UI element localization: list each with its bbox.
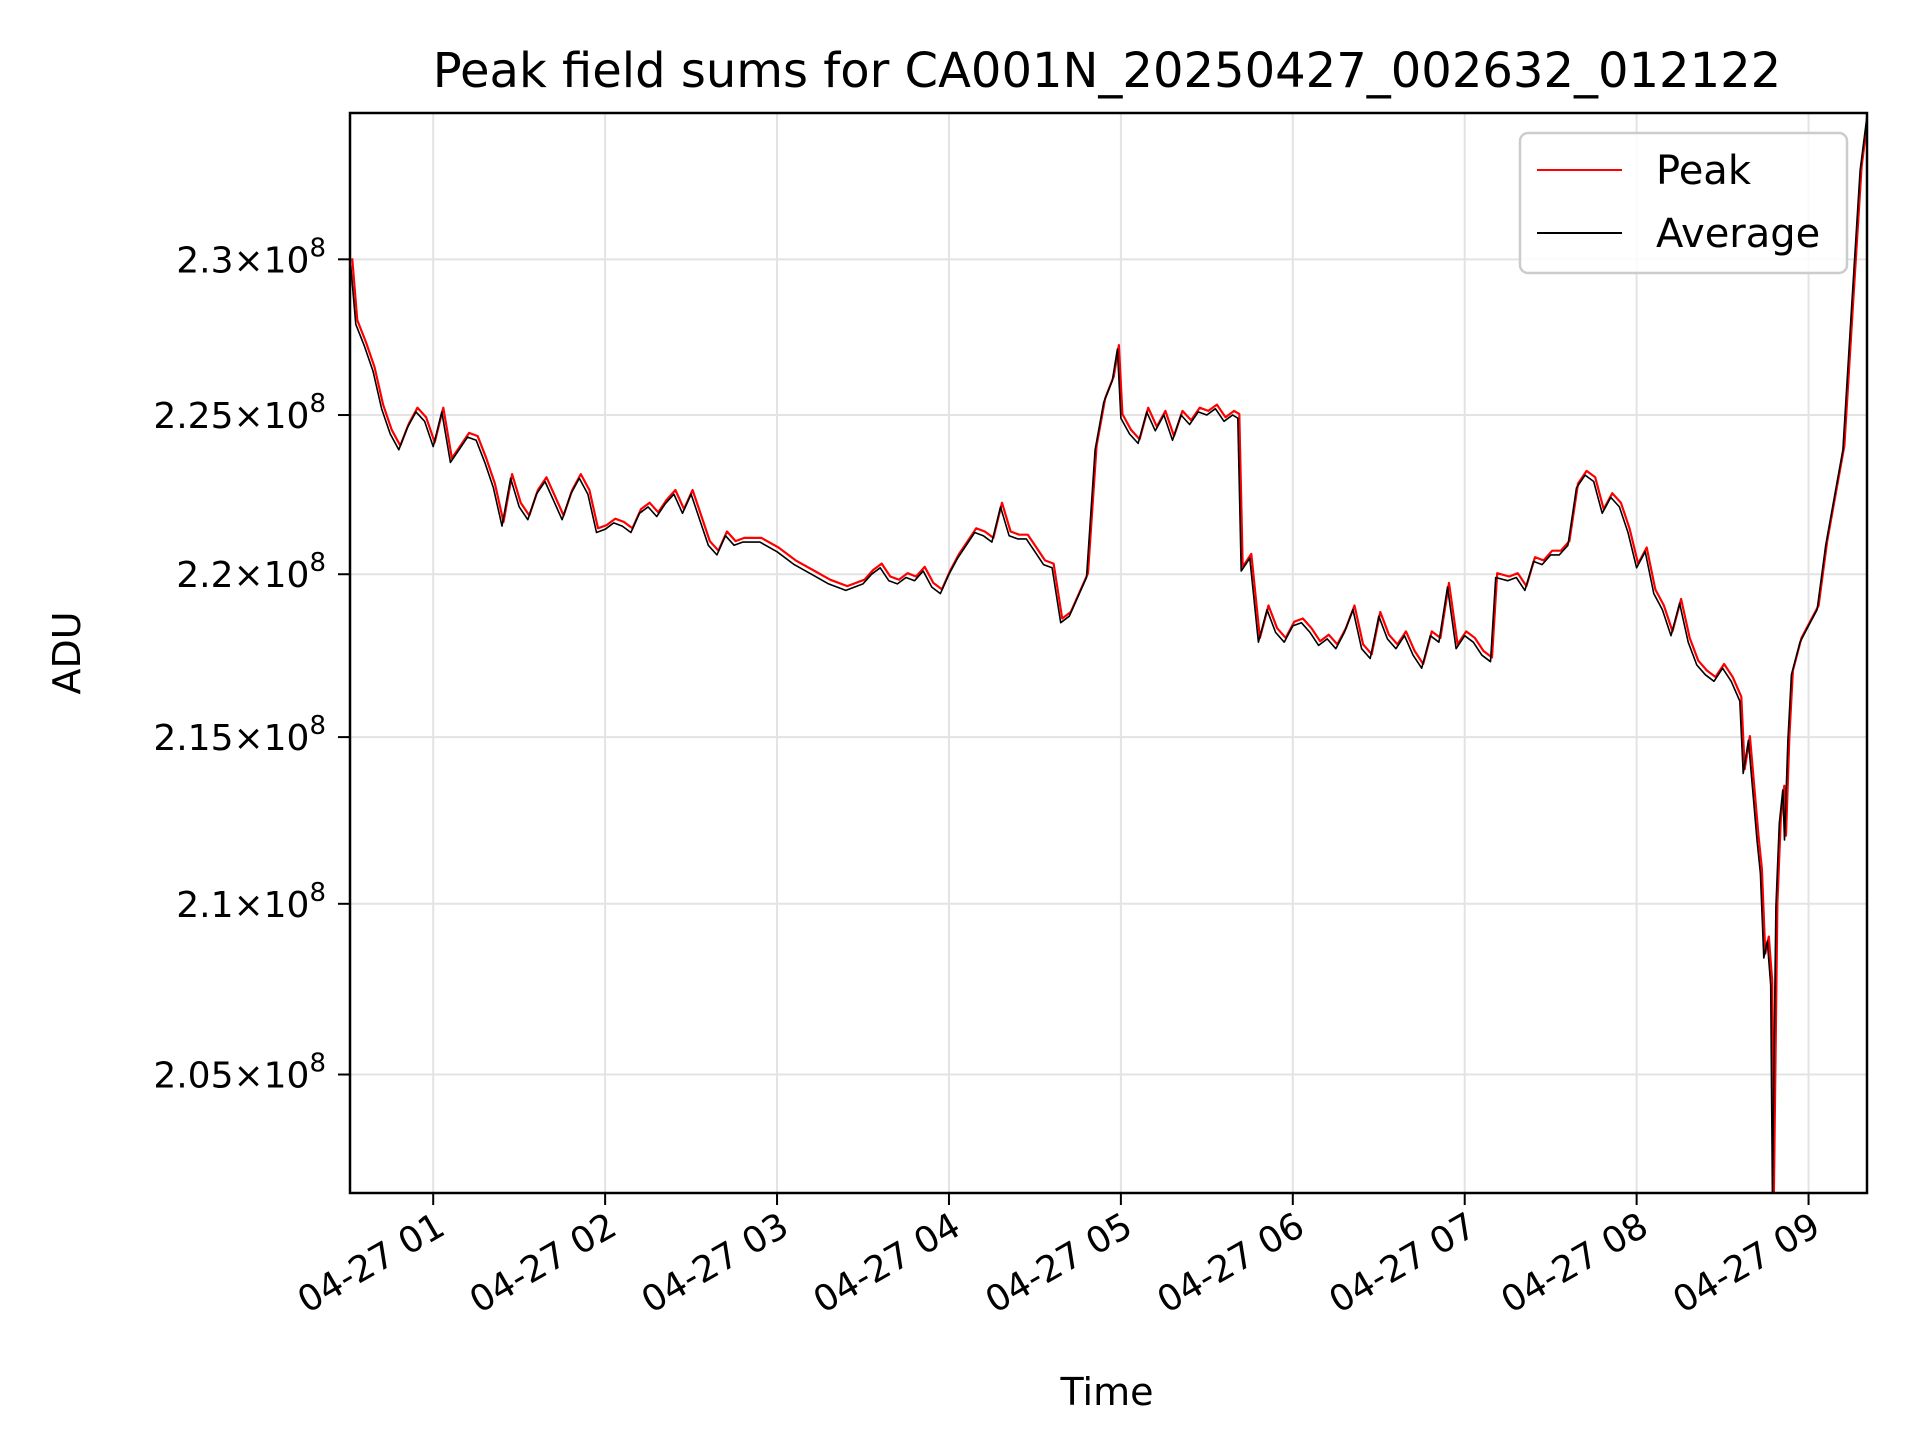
legend-box xyxy=(1518,131,1849,275)
y-tick-label: 2.1×108 xyxy=(176,878,326,926)
y-tick-label: 2.25×108 xyxy=(153,389,326,437)
plot-frame xyxy=(348,111,1869,1195)
series-layer xyxy=(350,115,1867,1193)
chart-title: Peak field sums for CA001N_20250427_0026… xyxy=(433,43,1781,99)
legend: Peak Average xyxy=(1518,131,1849,275)
x-grid xyxy=(432,113,1810,1193)
y-axis-label: ADU xyxy=(45,611,89,694)
y-tick-label: 2.3×108 xyxy=(176,233,326,281)
y-grid xyxy=(350,258,1867,1076)
series-line-average xyxy=(350,115,1867,1193)
y-tick-label: 2.15×108 xyxy=(153,711,326,759)
y-tick-label: 2.2×108 xyxy=(176,548,326,596)
legend-label-average: Average xyxy=(1656,211,1820,257)
y-ticks: 2.05×108 2.1×108 2.15×108 2.2×108 2.25×108 2.… xyxy=(153,233,350,1097)
legend-label-peak: Peak xyxy=(1656,148,1752,194)
x-axis-label: Time xyxy=(1060,1370,1154,1414)
y-tick-label: 2.05×108 xyxy=(153,1049,326,1097)
